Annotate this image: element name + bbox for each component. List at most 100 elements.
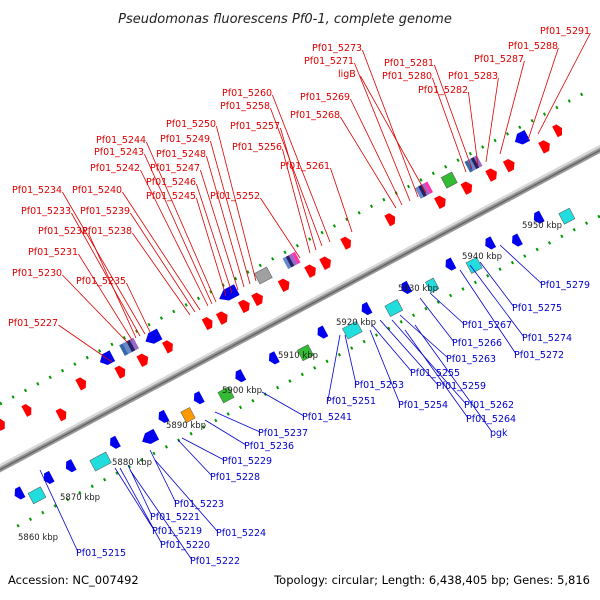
reverse-gene-label[interactable]: Pf01_5275 — [512, 303, 562, 314]
reverse-gene-label[interactable]: Pf01_5224 — [216, 528, 266, 539]
reverse-gene-label[interactable]: Pf01_5223 — [174, 499, 224, 510]
reverse-gene-label[interactable]: pgk — [490, 428, 508, 439]
reverse-gene-label[interactable]: Pf01_5255 — [410, 368, 460, 379]
reverse-gene-label[interactable]: Pf01_5241 — [302, 412, 352, 423]
reverse-gene-label[interactable]: Pf01_5219 — [152, 526, 202, 537]
gene-block — [193, 391, 205, 405]
forward-gene-label[interactable]: Pf01_5238 — [82, 226, 132, 237]
reverse-gene-label[interactable]: Pf01_5221 — [150, 512, 200, 523]
forward-gene-label[interactable]: Pf01_5287 — [474, 54, 524, 65]
reverse-label-leader — [391, 319, 467, 405]
gene-segment — [421, 183, 430, 196]
forward-gene-label[interactable]: Pf01_5250 — [166, 119, 216, 130]
gene-block — [464, 155, 483, 173]
forward-gene-label[interactable]: Pf01_5242 — [90, 163, 140, 174]
gene-block — [434, 195, 446, 209]
gene-block — [215, 311, 228, 325]
forward-gene-arrow — [552, 124, 563, 138]
reverse-gene-label[interactable]: Pf01_5262 — [464, 400, 514, 411]
forward-gene-label[interactable]: Pf01_5291 — [540, 26, 590, 37]
forward-gene-label[interactable]: Pf01_5271 — [304, 56, 354, 67]
forward-gene-label[interactable]: Pf01_5256 — [232, 142, 282, 153]
gene-block — [136, 353, 149, 368]
reverse-label-leader — [369, 329, 401, 405]
gene-block — [361, 302, 373, 316]
forward-gene-label[interactable]: Pf01_5232 — [38, 226, 88, 237]
topology-summary: Topology: circular; Length: 6,438,405 bp… — [273, 573, 590, 587]
forward-gene-label[interactable]: Pf01_5249 — [160, 134, 210, 145]
reverse-gene-label[interactable]: Pf01_5253 — [354, 380, 404, 391]
gene-block — [502, 158, 515, 173]
reverse-gene-label[interactable]: Pf01_5263 — [446, 354, 496, 365]
forward-gene-label[interactable]: Pf01_5230 — [12, 268, 62, 279]
forward-gene-label[interactable]: Pf01_5233 — [21, 206, 71, 217]
reverse-gene-label[interactable]: Pf01_5259 — [436, 381, 486, 392]
reverse-label-leader — [39, 469, 79, 553]
reverse-label-leader — [114, 467, 155, 531]
forward-gene-label[interactable]: Pf01_5283 — [448, 71, 498, 82]
reverse-gene-label[interactable]: Pf01_5236 — [244, 441, 294, 452]
forward-gene-label[interactable]: Pf01_5243 — [94, 147, 144, 158]
reverse-gene-label[interactable]: Pf01_5279 — [540, 280, 590, 291]
reverse-label-leader — [499, 244, 543, 285]
reverse-gene-arrow — [193, 391, 205, 405]
reverse-gene-label[interactable]: Pf01_5228 — [210, 472, 260, 483]
forward-label-leader — [432, 77, 467, 173]
forward-gene-label[interactable]: ligB — [338, 69, 356, 80]
forward-gene-label[interactable]: Pf01_5261 — [280, 161, 330, 172]
forward-label-leader — [200, 169, 239, 291]
reverse-gene-label[interactable]: Pf01_5222 — [190, 556, 240, 567]
reverse-gene-label[interactable]: Pf01_5272 — [514, 350, 564, 361]
reverse-gene-arrow — [142, 428, 160, 445]
forward-gene-label[interactable]: Pf01_5273 — [312, 43, 362, 54]
gene-block — [401, 280, 413, 295]
gene-block — [89, 451, 112, 472]
reverse-gene-label[interactable]: Pf01_5254 — [398, 400, 448, 411]
gene-segment — [288, 253, 298, 266]
forward-gene-label[interactable]: Pf01_5282 — [418, 85, 468, 96]
gene-block — [533, 210, 545, 224]
forward-gene-label[interactable]: Pf01_5231 — [28, 247, 78, 258]
gene-segment — [122, 341, 132, 354]
reverse-gene-label[interactable]: Pf01_5229 — [222, 456, 272, 467]
forward-gene-label[interactable]: Pf01_5280 — [382, 71, 432, 82]
forward-gene-label[interactable]: Pf01_5268 — [290, 110, 340, 121]
reverse-gene-label[interactable]: Pf01_5215 — [76, 548, 126, 559]
reverse-gene-label[interactable]: Pf01_5266 — [452, 338, 502, 349]
reverse-gene-label[interactable]: Pf01_5264 — [466, 414, 516, 425]
forward-label-leader — [58, 324, 113, 363]
forward-gene-label[interactable]: Pf01_5227 — [8, 318, 58, 329]
forward-gene-label[interactable]: Pf01_5245 — [146, 191, 196, 202]
forward-label-leader — [330, 167, 353, 233]
forward-gene-label[interactable]: Pf01_5240 — [72, 185, 122, 196]
forward-gene-label[interactable]: Pf01_5269 — [300, 92, 350, 103]
forward-gene-label[interactable]: Pf01_5244 — [96, 135, 146, 146]
reverse-gene-label[interactable]: Pf01_5251 — [326, 396, 376, 407]
forward-gene-label[interactable]: Pf01_5247 — [150, 163, 200, 174]
scale-label: 5940 kbp — [462, 252, 502, 262]
forward-gene-label[interactable]: Pf01_5246 — [146, 177, 196, 188]
forward-gene-label[interactable]: Pf01_5235 — [76, 276, 126, 287]
forward-gene-label[interactable]: Pf01_5248 — [156, 149, 206, 160]
reverse-label-leader — [414, 324, 493, 433]
gene-block — [317, 325, 329, 339]
reverse-gene-label[interactable]: Pf01_5274 — [522, 333, 572, 344]
forward-gene-label[interactable]: Pf01_5239 — [80, 206, 130, 217]
reverse-label-leader — [214, 411, 261, 433]
forward-label-leader — [210, 140, 251, 285]
gene-block — [55, 408, 67, 422]
forward-gene-label[interactable]: Pf01_5257 — [230, 121, 280, 132]
forward-gene-label[interactable]: Pf01_5234 — [12, 185, 62, 196]
gene-block — [296, 344, 314, 362]
forward-gene-label[interactable]: Pf01_5288 — [508, 41, 558, 52]
forward-gene-label[interactable]: Pf01_5258 — [220, 101, 270, 112]
reverse-gene-arrow — [99, 350, 116, 365]
forward-gene-label[interactable]: Pf01_5252 — [210, 191, 260, 202]
forward-label-leader — [499, 60, 525, 155]
gene-block — [514, 129, 531, 145]
forward-gene-label[interactable]: Pf01_5281 — [384, 58, 434, 69]
reverse-gene-label[interactable]: Pf01_5267 — [462, 320, 512, 331]
forward-gene-label[interactable]: Pf01_5260 — [222, 88, 272, 99]
reverse-gene-label[interactable]: Pf01_5237 — [258, 428, 308, 439]
reverse-gene-label[interactable]: Pf01_5220 — [160, 540, 210, 551]
